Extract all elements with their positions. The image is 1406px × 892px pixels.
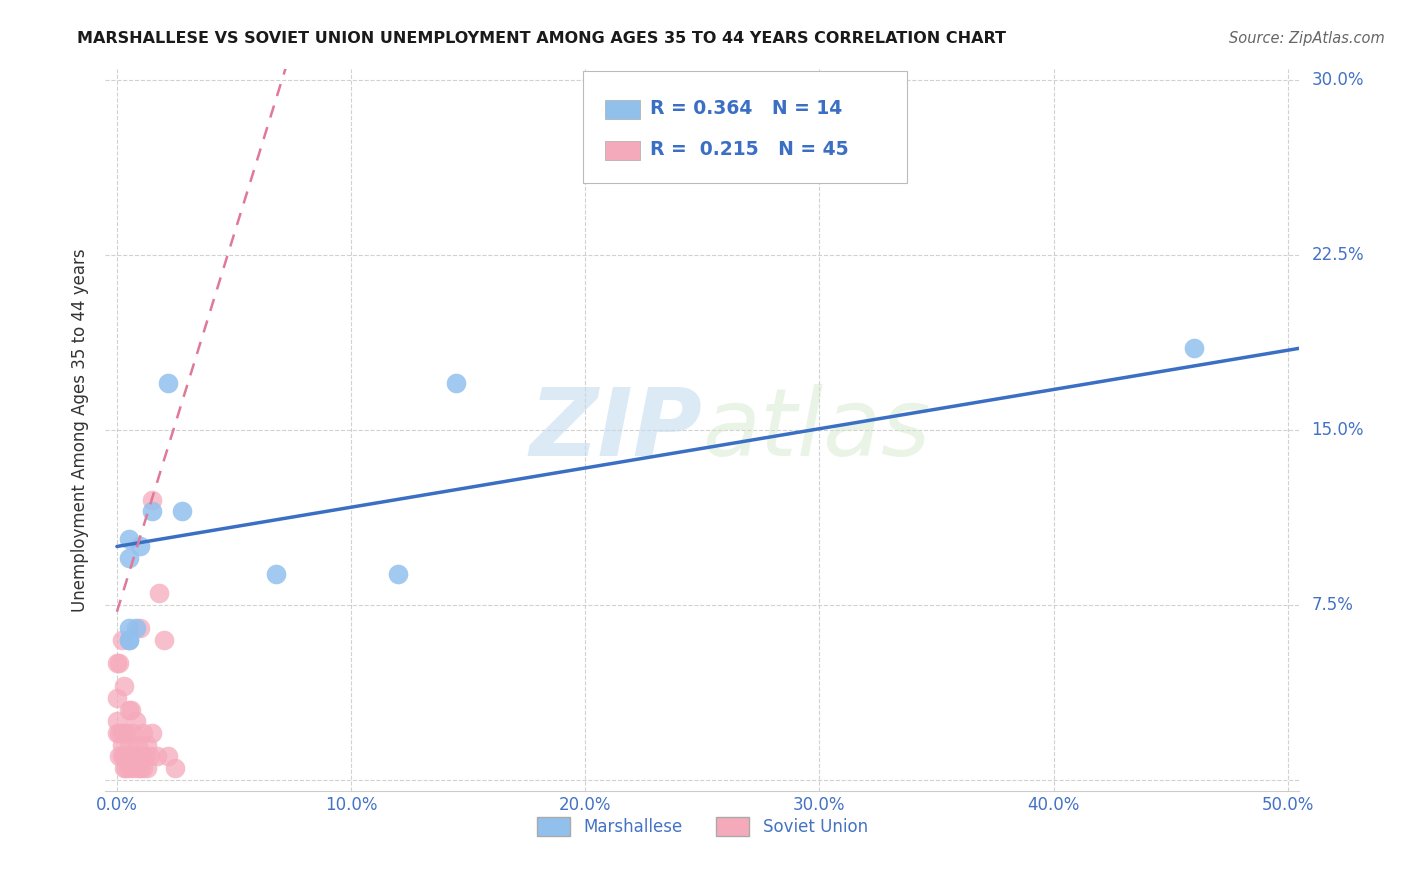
Point <box>127 761 149 775</box>
Point <box>124 749 146 764</box>
Point <box>117 632 139 647</box>
Point <box>108 726 131 740</box>
Text: 7.5%: 7.5% <box>1312 596 1353 614</box>
Text: ZIP: ZIP <box>530 384 702 476</box>
Point <box>127 738 149 752</box>
Point <box>115 761 138 775</box>
Text: 22.5%: 22.5% <box>1312 246 1364 264</box>
Point <box>120 703 142 717</box>
Text: MARSHALLESE VS SOVIET UNION UNEMPLOYMENT AMONG AGES 35 TO 44 YEARS CORRELATION C: MARSHALLESE VS SOVIET UNION UNEMPLOYMENT… <box>77 31 1007 46</box>
Point <box>129 761 152 775</box>
Point <box>145 749 167 764</box>
Point <box>141 504 163 518</box>
Point <box>122 761 145 775</box>
Point <box>129 621 152 635</box>
Point <box>110 738 132 752</box>
Point <box>117 703 139 717</box>
Point <box>115 726 138 740</box>
Point <box>124 714 146 729</box>
Point <box>108 656 131 670</box>
Text: 30.0%: 30.0% <box>1312 71 1364 89</box>
Text: R =  0.215   N = 45: R = 0.215 N = 45 <box>650 140 848 159</box>
Point <box>387 567 409 582</box>
Point <box>117 738 139 752</box>
Point <box>105 656 128 670</box>
Point <box>138 749 160 764</box>
Point <box>112 679 135 693</box>
Point <box>124 621 146 635</box>
Point <box>148 586 170 600</box>
Point <box>117 533 139 547</box>
Point <box>105 691 128 706</box>
Point <box>117 761 139 775</box>
Point <box>157 749 180 764</box>
Point <box>131 761 153 775</box>
Point <box>112 761 135 775</box>
Point <box>1182 341 1205 355</box>
Point <box>105 714 128 729</box>
Legend: Marshallese, Soviet Union: Marshallese, Soviet Union <box>529 808 876 845</box>
Point <box>446 376 468 391</box>
Point <box>129 540 152 554</box>
Point <box>157 376 180 391</box>
Point <box>115 749 138 764</box>
Point <box>112 749 135 764</box>
Point <box>122 726 145 740</box>
Text: R = 0.364   N = 14: R = 0.364 N = 14 <box>650 99 842 118</box>
Point <box>134 749 156 764</box>
Text: 15.0%: 15.0% <box>1312 421 1364 439</box>
Point <box>141 492 163 507</box>
Point <box>264 567 287 582</box>
Point <box>131 726 153 740</box>
Point <box>172 504 194 518</box>
Point <box>165 761 187 775</box>
Point <box>117 551 139 566</box>
Y-axis label: Unemployment Among Ages 35 to 44 years: Unemployment Among Ages 35 to 44 years <box>72 248 89 612</box>
Point <box>105 726 128 740</box>
Point <box>136 761 159 775</box>
Point <box>110 749 132 764</box>
Point <box>108 749 131 764</box>
Point <box>136 738 159 752</box>
Point <box>129 749 152 764</box>
Text: Source: ZipAtlas.com: Source: ZipAtlas.com <box>1229 31 1385 46</box>
Point <box>152 632 174 647</box>
Point <box>141 726 163 740</box>
Point <box>120 749 142 764</box>
Point <box>110 726 132 740</box>
Point <box>110 632 132 647</box>
Point <box>112 726 135 740</box>
Point <box>117 632 139 647</box>
Point <box>117 621 139 635</box>
Text: atlas: atlas <box>702 384 931 475</box>
